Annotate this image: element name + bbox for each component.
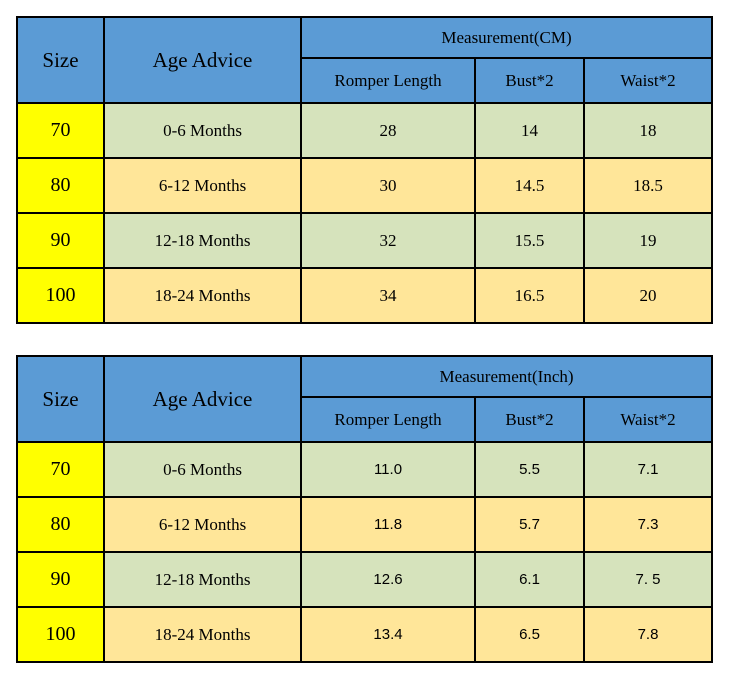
inch-size-header: Size <box>16 355 105 443</box>
table-row: 90 12-18 Months 32 15.5 19 <box>16 212 714 269</box>
table-row: 70 0-6 Months 11.0 5.5 7.1 <box>16 441 714 498</box>
table-row: 80 6-12 Months 30 14.5 18.5 <box>16 157 714 214</box>
cm-romper-length-header: Romper Length <box>300 57 476 104</box>
waist-value: 20 <box>582 267 714 324</box>
size-value: 90 <box>16 551 105 608</box>
age-value: 18-24 Months <box>103 267 302 324</box>
bust-value: 16.5 <box>474 267 585 324</box>
cm-size-header: Size <box>16 16 105 104</box>
waist-value: 7.3 <box>582 496 714 553</box>
waist-value: 18 <box>582 102 714 159</box>
table-row: 100 18-24 Months 13.4 6.5 7.8 <box>16 606 714 663</box>
cm-measurement-header: Measurement(CM) <box>299 16 714 59</box>
size-value: 70 <box>16 102 105 159</box>
romper-length-value: 34 <box>300 267 476 324</box>
waist-value: 7.8 <box>582 606 714 663</box>
size-value: 100 <box>16 606 105 663</box>
bust-value: 15.5 <box>474 212 585 269</box>
bust-value: 5.5 <box>474 441 585 498</box>
romper-length-value: 32 <box>300 212 476 269</box>
romper-length-value: 11.0 <box>300 441 476 498</box>
table-row: 70 0-6 Months 28 14 18 <box>16 102 714 159</box>
bust-value: 6.1 <box>474 551 585 608</box>
table-row: 80 6-12 Months 11.8 5.7 7.3 <box>16 496 714 553</box>
size-value: 70 <box>16 441 105 498</box>
bust-value: 6.5 <box>474 606 585 663</box>
inch-romper-length-header: Romper Length <box>300 396 476 443</box>
romper-length-value: 28 <box>300 102 476 159</box>
waist-value: 7. 5 <box>582 551 714 608</box>
inch-age-advice-header: Age Advice <box>103 355 302 443</box>
table-row: 90 12-18 Months 12.6 6.1 7. 5 <box>16 551 714 608</box>
inch-waist-header: Waist*2 <box>582 396 714 443</box>
romper-length-value: 11.8 <box>300 496 476 553</box>
age-value: 6-12 Months <box>103 157 302 214</box>
inch-measurement-header: Measurement(Inch) <box>299 355 714 398</box>
size-table-inch: Size Age Advice Measurement(Inch) Romper… <box>16 355 714 663</box>
bust-value: 14 <box>474 102 585 159</box>
romper-length-value: 12.6 <box>300 551 476 608</box>
bust-value: 14.5 <box>474 157 585 214</box>
size-value: 80 <box>16 157 105 214</box>
cm-waist-header: Waist*2 <box>582 57 714 104</box>
age-value: 0-6 Months <box>103 102 302 159</box>
cm-bust-header: Bust*2 <box>474 57 585 104</box>
romper-length-value: 30 <box>300 157 476 214</box>
waist-value: 7.1 <box>582 441 714 498</box>
age-value: 0-6 Months <box>103 441 302 498</box>
age-value: 18-24 Months <box>103 606 302 663</box>
age-value: 12-18 Months <box>103 212 302 269</box>
table-row: 100 18-24 Months 34 16.5 20 <box>16 267 714 324</box>
age-value: 6-12 Months <box>103 496 302 553</box>
age-value: 12-18 Months <box>103 551 302 608</box>
inch-bust-header: Bust*2 <box>474 396 585 443</box>
size-value: 100 <box>16 267 105 324</box>
bust-value: 5.7 <box>474 496 585 553</box>
size-value: 90 <box>16 212 105 269</box>
size-value: 80 <box>16 496 105 553</box>
waist-value: 19 <box>582 212 714 269</box>
romper-length-value: 13.4 <box>300 606 476 663</box>
cm-age-advice-header: Age Advice <box>103 16 302 104</box>
waist-value: 18.5 <box>582 157 714 214</box>
size-table-cm: Size Age Advice Measurement(CM) Romper L… <box>16 16 714 324</box>
